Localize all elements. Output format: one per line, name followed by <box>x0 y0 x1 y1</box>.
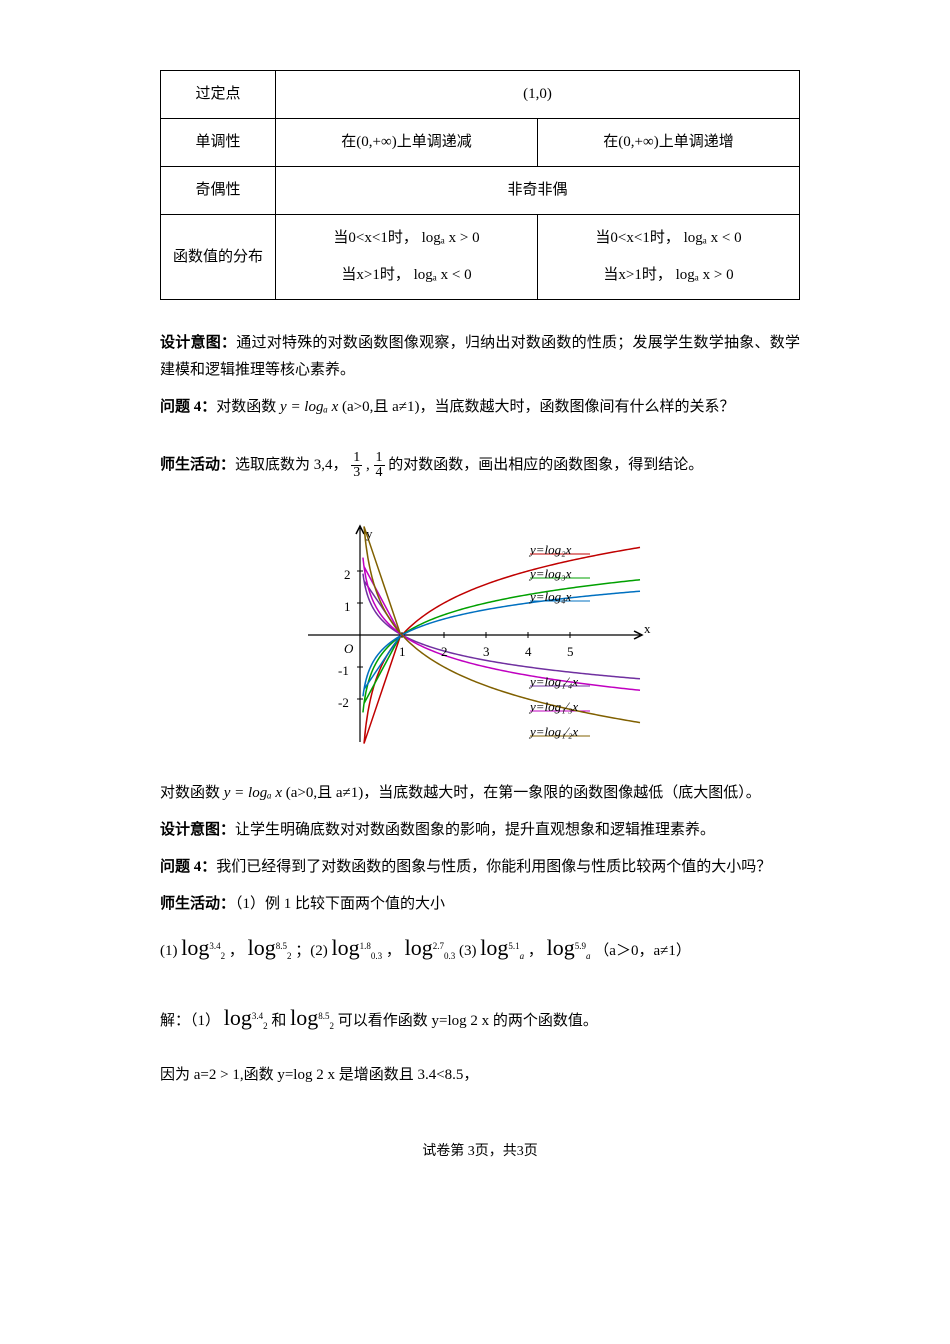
question-4b: 问题 4：我们已经得到了对数函数的图象与性质，你能利用图像与性质比较两个值的大小… <box>160 854 800 881</box>
design-intent-1: 设计意图：通过对特殊的对数函数图像观察，归纳出对数函数的性质；发展学生数学抽象、… <box>160 330 800 384</box>
cell-dist-right: 当0<x<1时， logₐ x < 0 当x>1时， logₐ x > 0 <box>538 215 800 300</box>
activity-1: 师生活动：选取底数为 3,4， 13 , 14 的对数函数，画出相应的函数图象，… <box>160 451 800 480</box>
properties-table: 过定点 (1,0) 单调性 在(0,+∞)上单调递减 在(0,+∞)上单调递增 … <box>160 70 800 300</box>
design-intent-2: 设计意图：让学生明确底数对对数函数图象的影响，提升直观想象和逻辑推理素养。 <box>160 817 800 844</box>
activity-2: 师生活动：（1）例 1 比较下面两个值的大小 <box>160 891 800 918</box>
solution-1: 解：（1） log3.42 和 log8.52 可以看作函数 y=log 2 x… <box>160 998 800 1038</box>
row-value-parity: 非奇非偶 <box>276 167 800 215</box>
row-label-distribution: 函数值的分布 <box>161 215 276 300</box>
row-value-fixpoint: (1,0) <box>276 71 800 119</box>
reason: 因为 a=2 > 1,函数 y=log 2 x 是增函数且 3.4<8.5， <box>160 1062 800 1089</box>
cell-mono-left: 在(0,+∞)上单调递减 <box>276 119 538 167</box>
page-footer: 试卷第 3页，共3页 <box>160 1139 800 1164</box>
log-chart: yxO1234512-1-2y=log₂xy=log₃xy=log₄xy=log… <box>300 520 660 750</box>
row-label-fixpoint: 过定点 <box>161 71 276 119</box>
cell-mono-right: 在(0,+∞)上单调递增 <box>538 119 800 167</box>
example-line: (1) log3.42 ， log8.52 ；(2) log1.80.3 ， l… <box>160 928 800 968</box>
conclusion: 对数函数 y = logₐ x (a>0,且 a≠1)，当底数越大时，在第一象限… <box>160 780 800 807</box>
question-4a: 问题 4：对数函数 y = logₐ x (a>0,且 a≠1)，当底数越大时，… <box>160 394 800 421</box>
cell-dist-left: 当0<x<1时， logₐ x > 0 当x>1时， logₐ x < 0 <box>276 215 538 300</box>
row-label-monotonic: 单调性 <box>161 119 276 167</box>
row-label-parity: 奇偶性 <box>161 167 276 215</box>
